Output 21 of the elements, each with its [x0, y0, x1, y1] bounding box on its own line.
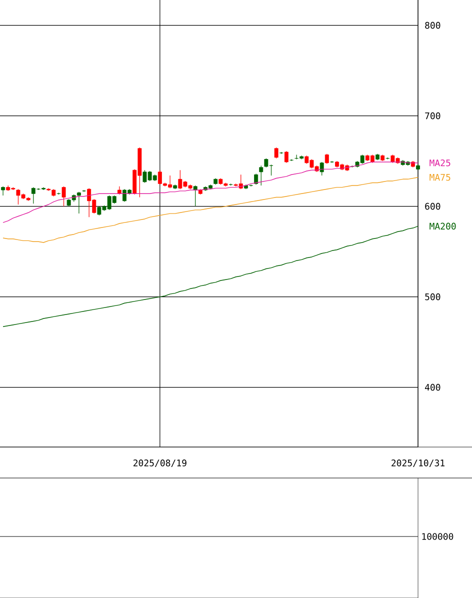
candlestick — [259, 165, 264, 186]
y-tick-label: 500 — [425, 293, 440, 300]
candlestick — [274, 147, 278, 159]
y-tick-label: 700 — [425, 112, 440, 120]
series-label: MA25 — [430, 159, 450, 166]
candlestick — [193, 185, 198, 207]
candlestick — [330, 160, 334, 164]
series-label: MA75 — [430, 174, 450, 181]
candlestick — [254, 173, 258, 185]
y-tick-label: 400 — [424, 384, 440, 391]
candlestick — [62, 186, 66, 207]
series-label: MA200 — [430, 222, 456, 230]
text: 100000 — [422, 533, 454, 540]
candlestick — [1, 186, 6, 196]
candlestick — [284, 150, 288, 164]
candlestick — [320, 162, 324, 176]
x-tick-label: 2025/10/31 — [392, 460, 444, 468]
x-tick-label: 2025/08/19 — [133, 460, 186, 468]
y-tick-label: 600 — [425, 202, 440, 210]
candlestick — [324, 154, 329, 164]
y-tick-label: 800 — [425, 22, 440, 29]
